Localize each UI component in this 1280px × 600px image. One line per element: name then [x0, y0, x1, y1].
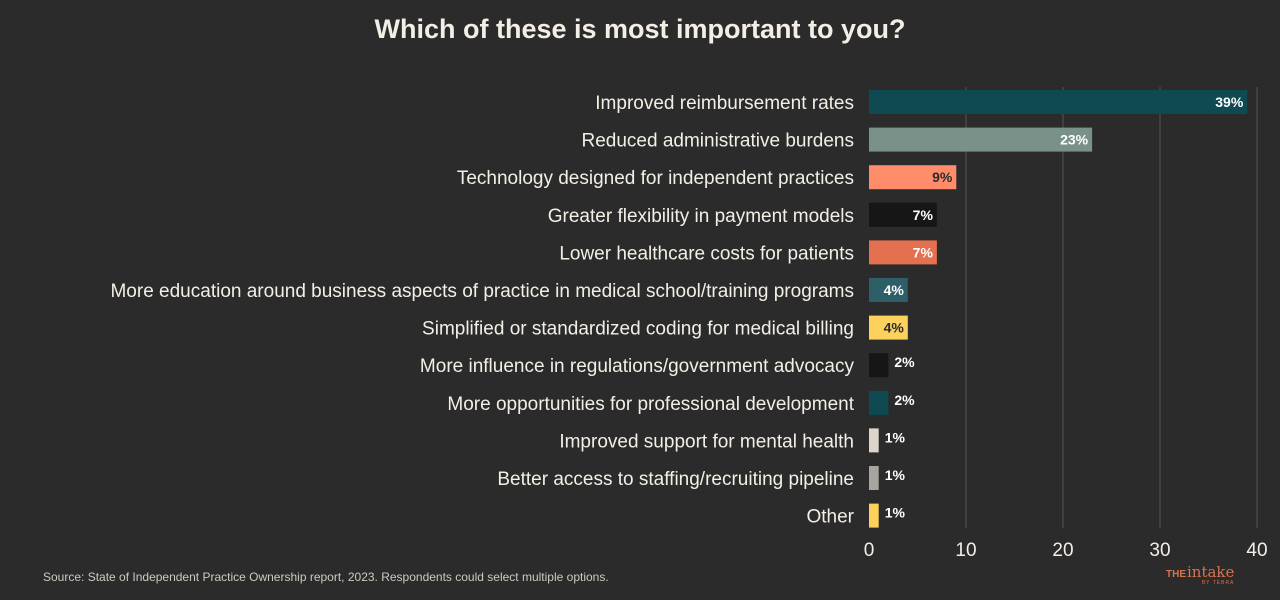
bar [869, 390, 889, 415]
bar [869, 90, 1248, 114]
category-label: Lower healthcare costs for patients [559, 243, 854, 264]
category-label: Simplified or standardized coding for me… [422, 319, 854, 340]
bar [869, 278, 908, 302]
x-tick-label: 20 [1052, 540, 1073, 561]
category-labels: Improved reimbursement rates Reduced admi… [110, 93, 854, 528]
x-tick-label: 30 [1149, 540, 1170, 561]
bar [869, 127, 1093, 152]
value-label: 4% [884, 282, 905, 298]
bars [869, 90, 1248, 528]
x-tick-label: 40 [1246, 540, 1267, 561]
logo-name: intake [1187, 563, 1235, 581]
source-note: Source: State of Independent Practice Ow… [43, 570, 609, 584]
category-label: Greater flexibility in payment models [548, 206, 854, 227]
logo-the: THE [1166, 569, 1186, 580]
value-label: 7% [913, 207, 934, 223]
logo-by: BY TEBRA [1201, 580, 1235, 586]
bar [869, 428, 879, 453]
bar [869, 503, 879, 528]
bar [869, 353, 889, 378]
value-label: 4% [884, 320, 905, 336]
value-label: 39% [1215, 94, 1244, 110]
bar [869, 165, 957, 190]
category-label: Technology designed for independent prac… [457, 168, 854, 189]
value-label: 7% [913, 244, 934, 260]
category-label: Reduced administrative burdens [582, 131, 855, 152]
gridlines [965, 87, 1258, 528]
x-tick-label: 0 [864, 540, 875, 561]
category-label: Other [806, 507, 854, 528]
value-label: 1% [885, 505, 906, 521]
value-label: 1% [885, 429, 906, 445]
value-label: 1% [885, 467, 906, 483]
value-label: 9% [932, 169, 953, 185]
category-label: Improved reimbursement rates [595, 93, 854, 114]
category-label: More influence in regulations/government… [420, 356, 855, 377]
value-label: 2% [894, 354, 915, 370]
chart-title: Which of these is most important to you? [374, 14, 906, 44]
brand-logo: THEintake BY TEBRA [1166, 565, 1234, 586]
bar [869, 240, 937, 265]
value-labels: 39% 23% 9% 7% 7% 4% 4% 2% 2% 1% 1% 1% [884, 94, 1244, 521]
bar [869, 202, 937, 227]
bar [869, 466, 879, 490]
category-label: More education around business aspects o… [110, 281, 854, 302]
x-tick-label: 10 [955, 540, 976, 561]
category-label: Better access to staffing/recruiting pip… [497, 469, 854, 490]
value-label: 2% [894, 392, 915, 408]
value-label: 23% [1060, 132, 1089, 148]
category-label: Improved support for mental health [559, 431, 854, 452]
bar [869, 315, 908, 340]
category-label: More opportunities for professional deve… [447, 394, 854, 415]
x-axis-ticks: 0 10 20 30 40 [864, 540, 1268, 561]
